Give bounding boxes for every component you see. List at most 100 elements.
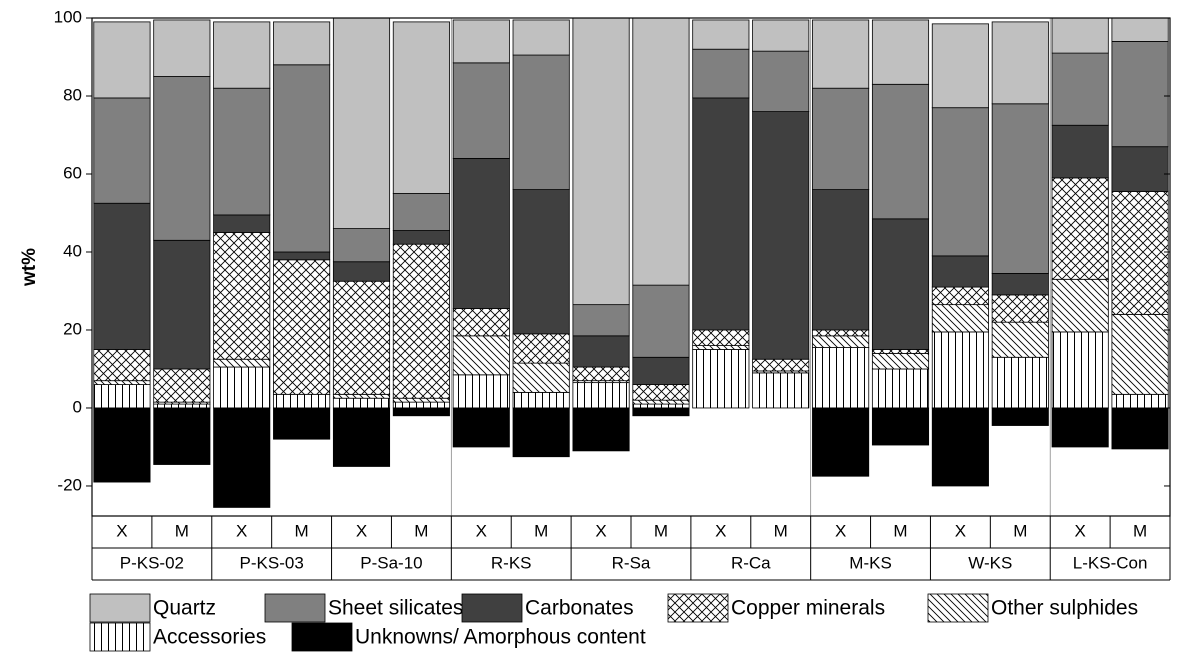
bar-segment — [632, 399, 690, 405]
group-label: M-KS — [849, 553, 892, 572]
bar-segment — [332, 228, 391, 263]
bar-segment — [392, 230, 450, 245]
bar-segment — [332, 393, 391, 399]
bar-segment — [931, 304, 989, 333]
bar-segment — [871, 352, 930, 370]
bar-segment — [512, 333, 570, 364]
bar-segment — [991, 294, 1049, 323]
bar-segment — [452, 308, 510, 337]
bar-segment — [632, 384, 690, 401]
x-tick-label: X — [236, 521, 247, 540]
bar-segment — [452, 157, 510, 309]
bar-segment — [1051, 177, 1109, 280]
bar-segment — [752, 111, 810, 360]
bar-segment — [572, 407, 630, 452]
y-tick-label: 80 — [63, 85, 82, 104]
bar-segment — [392, 407, 450, 417]
legend-swatch — [667, 593, 729, 623]
bar-segment — [812, 347, 870, 409]
bar-segment — [991, 21, 1049, 105]
bar-segment — [512, 407, 570, 458]
bar-segment — [452, 19, 510, 64]
legend-swatch — [89, 622, 151, 652]
bar-segment — [871, 407, 930, 446]
bar-segment — [991, 103, 1049, 274]
bar-segment — [632, 356, 690, 385]
bar-segment — [213, 87, 271, 216]
group-label: R-Ca — [731, 553, 771, 572]
group-label: P-KS-02 — [120, 553, 184, 572]
x-tick-label: X — [835, 521, 846, 540]
bar-segment — [632, 17, 690, 286]
y-tick-label: 40 — [63, 241, 82, 260]
bar-segment — [1111, 407, 1169, 450]
bar-segment — [153, 239, 211, 370]
bar-segment — [153, 407, 211, 465]
x-tick-label: X — [476, 521, 487, 540]
bar-segment — [871, 368, 930, 409]
group-label: L-KS-Con — [1073, 553, 1148, 572]
legend-label: Other sulphides — [991, 597, 1138, 620]
legend-label: Copper minerals — [731, 597, 885, 620]
y-tick-label: 20 — [63, 319, 82, 338]
bar-segment — [153, 76, 211, 241]
bar-segment — [991, 273, 1049, 296]
bar-segment — [392, 21, 450, 194]
bar-segment — [572, 382, 630, 409]
bar-segment — [931, 255, 989, 288]
legend-label: Sheet silicates — [328, 597, 463, 620]
x-tick-label: M — [1013, 521, 1027, 540]
bar-segment — [1051, 124, 1109, 179]
bar-segment — [931, 107, 989, 257]
bar-segment — [1051, 407, 1109, 448]
bar-segment — [273, 64, 331, 253]
bar-segment — [812, 335, 870, 348]
x-tick-label: M — [175, 521, 189, 540]
bar-segment — [512, 391, 570, 409]
bar-segment — [1051, 52, 1109, 126]
bar-segment — [452, 374, 510, 409]
bar-segment — [752, 19, 810, 52]
x-tick-label: M — [774, 521, 788, 540]
bar-segment — [871, 83, 930, 220]
y-tick-label: -20 — [57, 475, 82, 494]
bar-segment — [512, 19, 570, 56]
bar-segment — [752, 358, 810, 372]
legend-swatch — [461, 593, 523, 623]
bar-segment — [273, 251, 331, 261]
x-tick-label: X — [356, 521, 367, 540]
group-label: P-Sa-10 — [360, 553, 422, 572]
bar-segment — [991, 407, 1049, 426]
x-tick-label: M — [295, 521, 309, 540]
y-axis-label: wt% — [19, 248, 40, 287]
x-tick-label: X — [116, 521, 127, 540]
bar-segment — [632, 284, 690, 358]
bar-segment — [752, 372, 810, 409]
bar-segment — [392, 193, 450, 231]
bar-segment — [572, 335, 630, 368]
bar-segment — [273, 407, 331, 440]
bar-segment — [812, 19, 870, 89]
bar-segment — [392, 243, 450, 399]
bar-segment — [692, 329, 750, 346]
bar-segment — [632, 403, 690, 409]
bar-segment — [692, 19, 750, 50]
x-tick-label: M — [654, 521, 668, 540]
group-label: W-KS — [968, 553, 1012, 572]
bar-segment — [1111, 40, 1169, 148]
y-tick-label: 60 — [63, 163, 82, 182]
bar-segment — [512, 54, 570, 190]
bar-segment — [392, 401, 450, 409]
bar-segment — [1051, 331, 1109, 409]
legend-swatch — [291, 622, 353, 652]
bar-segment — [93, 202, 151, 350]
y-tick-label: 100 — [54, 7, 82, 26]
legend-label: Accessories — [153, 626, 266, 649]
bar-segment — [213, 366, 271, 409]
bar-segment — [93, 384, 151, 409]
bar-segment — [332, 280, 391, 395]
bar-segment — [273, 259, 331, 395]
bar-segment — [1111, 17, 1169, 42]
bar-segment — [512, 362, 570, 393]
